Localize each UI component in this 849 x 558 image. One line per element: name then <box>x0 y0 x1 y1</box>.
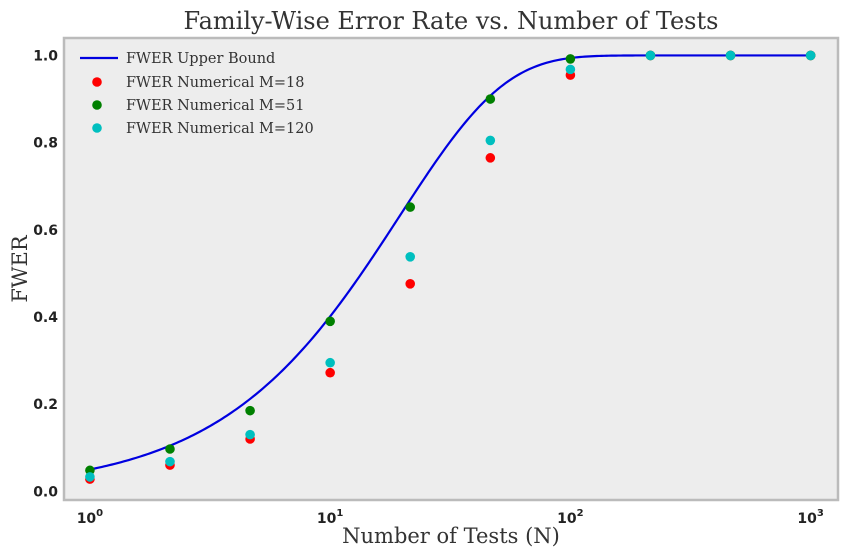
data-point-series-0 <box>325 367 335 378</box>
legend-label-upper-bound: FWER Upper Bound <box>126 51 275 67</box>
data-point-series-2 <box>405 251 416 262</box>
data-point-series-2 <box>805 50 816 61</box>
data-point-series-1 <box>245 405 255 416</box>
data-point-series-2 <box>565 64 576 75</box>
data-point-series-2 <box>645 50 656 61</box>
plot-area <box>85 50 816 484</box>
legend-label-m18: FWER Numerical M=18 <box>126 75 304 91</box>
data-point-series-1 <box>485 94 496 104</box>
y-axis-label: FWER <box>8 234 32 302</box>
y-tick-label: 0.6 <box>33 223 58 239</box>
x-axis-label: Number of Tests (N) <box>342 524 560 548</box>
data-point-series-1 <box>565 54 576 64</box>
x-axis-ticks: 100 101 102 103 <box>77 508 824 527</box>
data-point-series-0 <box>485 153 496 163</box>
fwer-upper-bound-line <box>89 54 811 471</box>
y-axis-ticks: 0.0 0.2 0.4 0.6 0.8 1.0 <box>33 48 58 500</box>
data-point-series-1 <box>405 202 416 212</box>
plot-background <box>62 36 840 502</box>
legend-marker-m51 <box>92 100 102 110</box>
y-tick-label: 0.2 <box>33 397 58 413</box>
legend-label-m51: FWER Numerical M=51 <box>126 98 304 114</box>
y-tick-label: 0.4 <box>33 310 58 326</box>
legend-marker-m18 <box>92 77 102 87</box>
y-tick-label: 0.8 <box>33 136 58 152</box>
legend-marker-m120 <box>92 123 102 133</box>
x-tick-label: 103 <box>797 508 823 527</box>
legend-label-m120: FWER Numerical M=120 <box>126 121 314 137</box>
data-point-series-2 <box>165 456 175 467</box>
y-tick-label: 0.0 <box>33 484 58 500</box>
data-point-series-2 <box>485 135 496 146</box>
x-tick-label: 100 <box>77 508 103 527</box>
y-tick-label: 1.0 <box>33 48 58 64</box>
data-point-series-1 <box>325 316 335 327</box>
data-point-series-0 <box>405 279 416 289</box>
x-tick-label: 102 <box>557 508 583 527</box>
data-point-series-1 <box>165 444 175 454</box>
data-point-series-2 <box>325 357 335 368</box>
data-point-series-2 <box>725 50 736 61</box>
x-tick-label: 101 <box>317 508 343 527</box>
chart-title: Family-Wise Error Rate vs. Number of Tes… <box>184 7 719 35</box>
data-point-series-2 <box>85 472 95 482</box>
data-point-series-2 <box>245 429 255 440</box>
legend: FWER Upper Bound FWER Numerical M=18 FWE… <box>80 51 314 137</box>
